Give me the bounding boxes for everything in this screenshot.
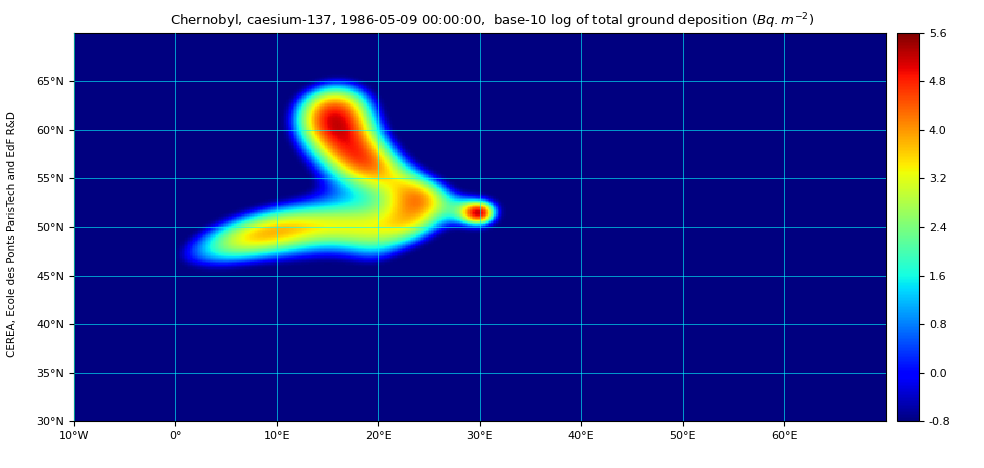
Text: Chernobyl, caesium-137, 1986-05-09 00:00:00,  base-10 log of total ground deposi: Chernobyl, caesium-137, 1986-05-09 00:00…	[170, 12, 814, 31]
Text: CEREA, Ecole des Ponts ParisTech and EdF R&D: CEREA, Ecole des Ponts ParisTech and EdF…	[7, 111, 17, 357]
